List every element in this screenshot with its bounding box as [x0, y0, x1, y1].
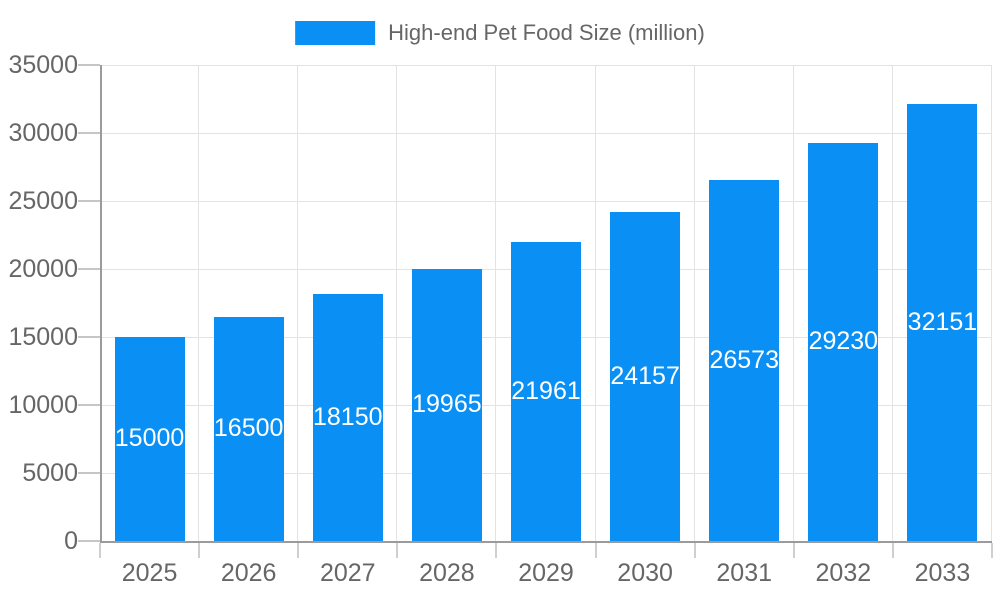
y-tick-label-10000: 10000 — [8, 391, 78, 419]
y-axis-line — [100, 65, 102, 543]
legend[interactable]: High-end Pet Food Size (million) — [295, 20, 705, 46]
x-tick — [495, 543, 497, 558]
y-tick-label-30000: 30000 — [8, 119, 78, 147]
gridline-horizontal — [100, 65, 992, 66]
legend-label: High-end Pet Food Size (million) — [388, 20, 705, 45]
y-tick — [78, 132, 100, 134]
gridline-vertical — [892, 65, 893, 541]
bar-value-label-2030: 24157 — [610, 361, 680, 390]
x-tick-label-2030: 2030 — [617, 559, 673, 587]
bar-value-label-2027: 18150 — [313, 402, 383, 431]
x-tick-label-2028: 2028 — [419, 559, 475, 587]
x-tick — [694, 543, 696, 558]
x-axis-line — [100, 541, 992, 543]
plot-area: 15000 16500 18150 19965 21961 24157 26573 29230… — [100, 65, 992, 541]
x-tick — [793, 543, 795, 558]
x-tick — [99, 543, 101, 558]
x-tick-label-2032: 2032 — [815, 559, 872, 587]
x-tick-label-2029: 2029 — [518, 559, 574, 587]
gridline-vertical — [198, 65, 199, 541]
bar-2033[interactable]: 32151 — [907, 103, 978, 541]
x-tick-label-2031: 2031 — [716, 559, 773, 587]
bar-value-label-2026: 16500 — [213, 414, 284, 443]
y-tick — [78, 268, 100, 270]
gridline-vertical — [495, 65, 496, 541]
legend-swatch — [295, 21, 376, 45]
bar-value-label-2025: 15000 — [114, 424, 185, 453]
bar-2025[interactable]: 15000 — [114, 337, 185, 541]
y-tick — [78, 64, 100, 66]
y-tick — [78, 472, 100, 474]
bar-2029[interactable]: 21961 — [511, 242, 581, 541]
x-tick — [991, 543, 993, 558]
bar-2030[interactable]: 24157 — [610, 212, 681, 541]
x-tick-label-2026: 2026 — [220, 559, 277, 587]
gridline-vertical — [595, 65, 596, 541]
bar-2028[interactable]: 19965 — [411, 269, 482, 541]
x-tick — [595, 543, 597, 558]
bar-value-label-2031: 26573 — [709, 345, 779, 374]
y-tick — [78, 540, 100, 542]
bar-value-label-2032: 29230 — [808, 327, 879, 356]
bar-2031[interactable]: 26573 — [709, 179, 780, 541]
gridline-vertical — [694, 65, 695, 541]
gridline-vertical — [297, 65, 298, 541]
gridline-vertical — [991, 65, 992, 541]
x-tick — [297, 543, 299, 558]
y-tick-label-20000: 20000 — [8, 255, 78, 283]
gridline-horizontal — [100, 133, 992, 134]
x-tick-label-2027: 2027 — [319, 559, 376, 587]
bar-value-label-2033: 32151 — [907, 307, 978, 336]
x-tick-label-2025: 2025 — [121, 559, 178, 587]
gridline-horizontal — [100, 201, 992, 202]
y-tick-label-35000: 35000 — [8, 51, 78, 79]
x-tick-label-2033: 2033 — [914, 559, 971, 587]
x-tick — [892, 543, 894, 558]
y-tick — [78, 404, 100, 406]
gridline-vertical — [793, 65, 794, 541]
bar-2027[interactable]: 18150 — [312, 294, 383, 541]
y-tick — [78, 200, 100, 202]
bar-value-label-2029: 21961 — [511, 376, 581, 405]
y-tick-label-25000: 25000 — [8, 187, 78, 215]
bar-2026[interactable]: 16500 — [213, 316, 284, 541]
y-tick-label-5000: 5000 — [22, 459, 78, 487]
bar-value-label-2028: 19965 — [412, 390, 482, 419]
y-tick — [78, 336, 100, 338]
x-tick — [198, 543, 200, 558]
x-tick — [396, 543, 398, 558]
y-tick-label-0: 0 — [64, 527, 78, 555]
y-tick-label-15000: 15000 — [8, 323, 78, 351]
bar-2032[interactable]: 29230 — [808, 143, 879, 541]
gridline-vertical — [396, 65, 397, 541]
